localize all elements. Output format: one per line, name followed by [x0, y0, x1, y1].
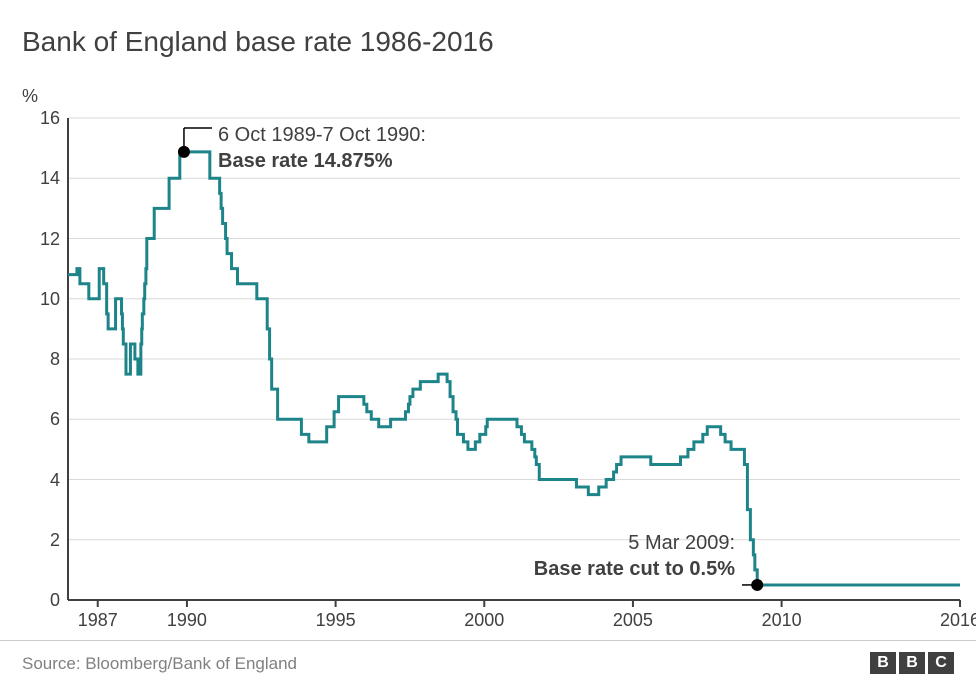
y-tick-label: 8	[20, 349, 60, 370]
x-tick-label: 2010	[752, 610, 812, 631]
y-tick-label: 16	[20, 108, 60, 129]
y-tick-label: 4	[20, 470, 60, 491]
x-tick-label: 1987	[68, 610, 128, 631]
source-text: Source: Bloomberg/Bank of England	[22, 654, 297, 674]
annotation-cut-line1: 5 Mar 2009:	[435, 530, 735, 556]
x-tick-label: 2005	[603, 610, 663, 631]
bbc-logo-letter: B	[870, 652, 896, 674]
y-tick-label: 10	[20, 289, 60, 310]
annotation-peak: 6 Oct 1989-7 Oct 1990: Base rate 14.875%	[218, 122, 426, 174]
y-tick-label: 14	[20, 168, 60, 189]
annotation-cut: 5 Mar 2009: Base rate cut to 0.5%	[435, 530, 735, 582]
x-tick-label: 2016	[930, 610, 976, 631]
y-tick-label: 2	[20, 530, 60, 551]
annotation-peak-line2: Base rate 14.875%	[218, 148, 426, 174]
y-tick-label: 0	[20, 590, 60, 611]
bbc-logo-letter: B	[899, 652, 925, 674]
x-tick-label: 1995	[306, 610, 366, 631]
y-tick-label: 12	[20, 229, 60, 250]
bbc-logo-letter: C	[928, 652, 954, 674]
chart-svg	[0, 0, 976, 694]
annotation-peak-line1: 6 Oct 1989-7 Oct 1990:	[218, 122, 426, 148]
chart-container: Bank of England base rate 1986-2016 % 02…	[0, 0, 976, 694]
x-tick-label: 2000	[454, 610, 514, 631]
footer-rule	[0, 640, 976, 641]
bbc-logo: BBC	[870, 652, 954, 674]
x-tick-label: 1990	[157, 610, 217, 631]
y-tick-label: 6	[20, 409, 60, 430]
annotation-cut-line2: Base rate cut to 0.5%	[435, 556, 735, 582]
